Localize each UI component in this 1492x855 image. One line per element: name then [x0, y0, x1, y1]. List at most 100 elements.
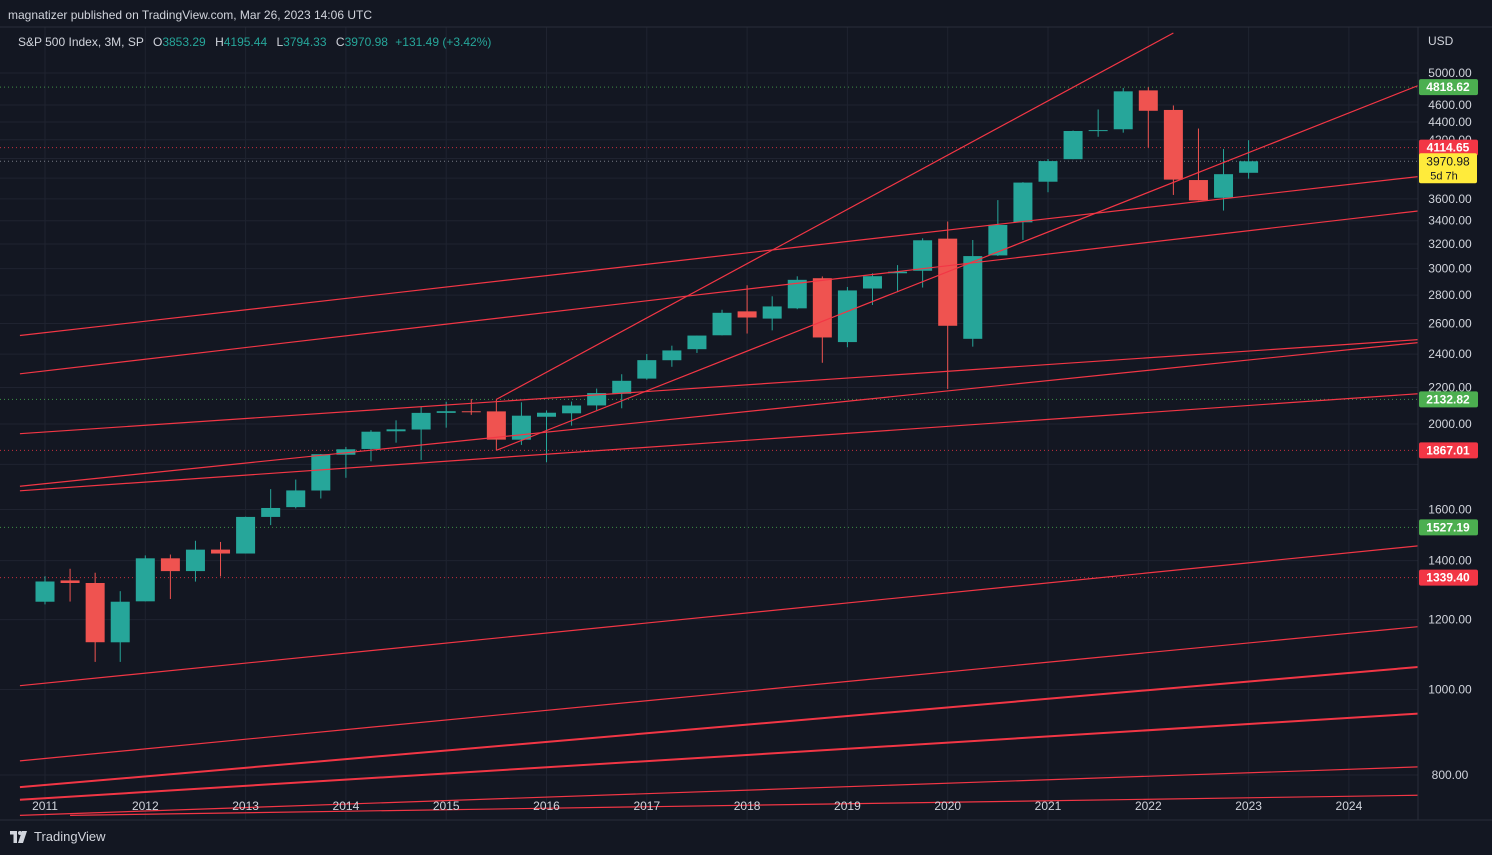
candle-body[interactable] — [963, 256, 983, 339]
candle-body[interactable] — [411, 412, 431, 430]
price-tick-label: 5000.00 — [1428, 66, 1472, 80]
open-label: O — [152, 35, 163, 49]
candle-body[interactable] — [737, 311, 757, 318]
candle-body[interactable] — [1138, 90, 1158, 111]
time-tick-label: 2011 — [32, 799, 58, 813]
trendline[interactable] — [19, 711, 1458, 801]
time-tick-label: 2022 — [1135, 799, 1162, 813]
candle-body[interactable] — [862, 276, 882, 289]
trendline[interactable] — [19, 206, 1458, 375]
countdown-text: 5d 7h — [1430, 170, 1458, 182]
candle-body[interactable] — [311, 454, 331, 491]
symbol-name[interactable]: S&P 500 Index, 3M, SP — [18, 35, 144, 49]
price-label-tag — [1419, 442, 1478, 459]
symbol-legend[interactable]: S&P 500 Index, 3M, SP O3853.29 H4195.44 … — [18, 35, 491, 49]
trendline[interactable] — [19, 339, 1458, 487]
trendline[interactable] — [19, 172, 1458, 337]
candle-body[interactable] — [587, 393, 607, 406]
candle-body[interactable] — [361, 431, 381, 449]
time-tick-label: 2021 — [1035, 799, 1062, 813]
candle-body[interactable] — [135, 558, 155, 602]
trendline[interactable] — [19, 664, 1458, 789]
candle-body[interactable] — [662, 350, 682, 361]
candle-body[interactable] — [1063, 130, 1083, 160]
candle-body[interactable] — [837, 290, 857, 343]
candle-body[interactable] — [913, 240, 933, 271]
candle-body[interactable] — [888, 271, 908, 274]
time-tick-label: 2019 — [834, 799, 861, 813]
price-tick-label: 3200.00 — [1428, 237, 1472, 251]
time-axis[interactable]: 2011 2012 2013 2014 2015 2016 2017 2018 2019 2020… — [32, 799, 1362, 813]
candle-body[interactable] — [436, 411, 456, 413]
candle-body[interactable] — [787, 279, 807, 309]
candle-body[interactable] — [637, 360, 657, 379]
currency-label[interactable]: USD — [1428, 34, 1454, 48]
price-label-text: 2132.82 — [1426, 392, 1470, 406]
candle-body[interactable] — [938, 238, 958, 326]
candle-body[interactable] — [261, 507, 281, 517]
candle-body[interactable] — [762, 306, 782, 319]
low-value: 3794.33 — [283, 35, 327, 49]
trendline[interactable] — [19, 766, 1458, 816]
candle-body[interactable] — [461, 411, 481, 413]
candle-body[interactable] — [160, 558, 180, 572]
candle-body[interactable] — [60, 580, 80, 583]
candle-body[interactable] — [1239, 161, 1259, 173]
trendlines[interactable] — [19, 32, 1458, 816]
candle-body[interactable] — [812, 278, 832, 338]
price-tick-label: 2400.00 — [1428, 347, 1472, 361]
trendline[interactable] — [19, 337, 1458, 435]
close-value: 3970.98 — [344, 35, 388, 49]
candle-body[interactable] — [1188, 180, 1208, 201]
candle-body[interactable] — [1088, 130, 1108, 132]
trendline[interactable] — [19, 391, 1458, 492]
candle-body[interactable] — [511, 415, 531, 440]
price-label-text: 1867.01 — [1426, 443, 1470, 457]
candle-body[interactable] — [35, 581, 55, 602]
candle-body[interactable] — [1113, 91, 1133, 130]
candle-body[interactable] — [1214, 174, 1234, 198]
candle-body[interactable] — [386, 429, 406, 432]
price-tick-label: 4600.00 — [1428, 98, 1472, 112]
price-tick-label: 2600.00 — [1428, 316, 1472, 330]
price-tick-label: 1600.00 — [1428, 502, 1472, 516]
price-tick-label: 2200.00 — [1428, 380, 1472, 394]
price-label-tag — [1419, 519, 1478, 536]
candle-body[interactable] — [236, 516, 256, 554]
time-tick-label: 2015 — [433, 799, 460, 813]
price-label-text: 1527.19 — [1426, 520, 1470, 534]
candle-body[interactable] — [85, 582, 105, 643]
price-tick-label: 3400.00 — [1428, 214, 1472, 228]
trendline[interactable] — [496, 32, 1174, 400]
trendline[interactable] — [496, 70, 1457, 451]
candle-body[interactable] — [185, 549, 205, 572]
price-label-text: 4114.65 — [1427, 141, 1470, 155]
candle-body[interactable] — [537, 412, 556, 417]
time-tick-label: 2017 — [633, 799, 660, 813]
trendline[interactable] — [19, 623, 1458, 762]
trendline[interactable] — [19, 542, 1458, 687]
candle-body[interactable] — [486, 411, 506, 440]
price-label-tag — [1419, 391, 1478, 408]
candle-body[interactable] — [211, 549, 231, 554]
candle-body[interactable] — [110, 601, 130, 643]
price-label-tag — [1419, 79, 1478, 96]
last-price-text: 3970.98 — [1426, 154, 1470, 168]
price-tick-label: 2800.00 — [1428, 288, 1472, 302]
trendline[interactable] — [70, 794, 1457, 816]
candles[interactable] — [35, 87, 1259, 662]
price-labels: 4818.62 4114.65 2132.82 1867.01 1527.19 1339.… — [1419, 79, 1478, 586]
candle-body[interactable] — [1038, 161, 1058, 182]
candle-body[interactable] — [988, 224, 1008, 256]
candle-body[interactable] — [286, 490, 306, 508]
candle-body[interactable] — [336, 449, 356, 455]
candle-body[interactable] — [687, 335, 707, 350]
candle-body[interactable] — [712, 312, 732, 336]
candle-body[interactable] — [612, 380, 632, 394]
footer-brand[interactable]: TradingView — [10, 829, 106, 844]
price-tick-label: 2000.00 — [1428, 417, 1472, 431]
candle-body[interactable] — [562, 405, 582, 414]
candle-body[interactable] — [1163, 109, 1183, 180]
candle-body[interactable] — [1013, 182, 1033, 223]
